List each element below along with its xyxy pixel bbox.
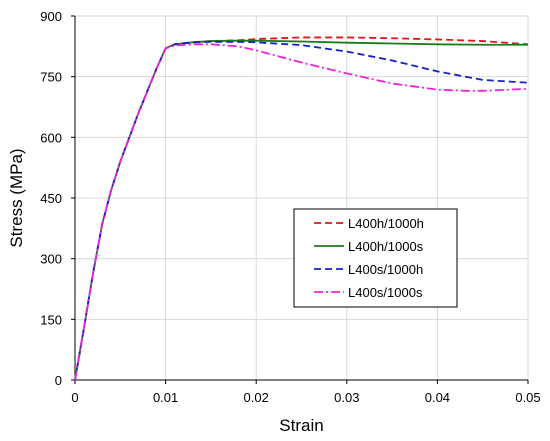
y-tick-label: 300	[40, 252, 62, 267]
legend-label-3: L400s/1000h	[348, 262, 423, 277]
x-tick-label: 0.04	[425, 390, 450, 405]
x-tick-label: 0.03	[334, 390, 359, 405]
x-tick-label: 0.01	[153, 390, 178, 405]
legend-label-2: L400h/1000s	[348, 239, 424, 254]
axes	[71, 15, 529, 384]
tick-labels: 0 0.01 0.02 0.03 0.04 0.05 0 150 300 450 600 750 900	[40, 9, 540, 405]
axis-titles: Strain Stress (MPa)	[7, 148, 324, 435]
x-tick-label: 0	[71, 390, 78, 405]
legend-label-4: L400s/1000s	[348, 285, 423, 300]
grid	[75, 15, 529, 380]
x-axis-title: Strain	[279, 416, 323, 435]
legend-label-1: L400h/1000h	[348, 216, 424, 231]
legend: L400h/1000h L400h/1000s L400s/1000h L400s/1…	[293, 208, 458, 308]
y-tick-label: 600	[40, 130, 62, 145]
y-axis-title: Stress (MPa)	[7, 148, 26, 247]
legend-box	[293, 208, 458, 308]
series-line-3	[74, 40, 529, 381]
x-tick-label: 0.02	[244, 390, 269, 405]
y-tick-label: 450	[40, 191, 62, 206]
series-line-1	[74, 36, 529, 381]
series-lines	[74, 36, 529, 381]
y-tick-label: 900	[40, 9, 62, 24]
y-tick-label: 150	[40, 312, 62, 327]
y-tick-label: 750	[40, 70, 62, 85]
y-tick-label: 0	[55, 373, 62, 388]
x-tick-label: 0.05	[515, 390, 540, 405]
